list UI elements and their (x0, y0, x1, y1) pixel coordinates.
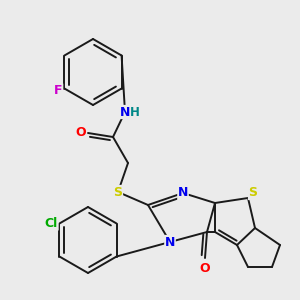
Text: O: O (200, 262, 210, 275)
Text: S: S (113, 185, 122, 199)
Text: Cl: Cl (45, 217, 58, 230)
Text: S: S (248, 187, 257, 200)
Text: N: N (178, 187, 188, 200)
Text: H: H (130, 106, 140, 118)
Text: N: N (120, 106, 130, 118)
Text: N: N (165, 236, 175, 248)
Text: F: F (54, 84, 63, 97)
Text: O: O (76, 127, 86, 140)
